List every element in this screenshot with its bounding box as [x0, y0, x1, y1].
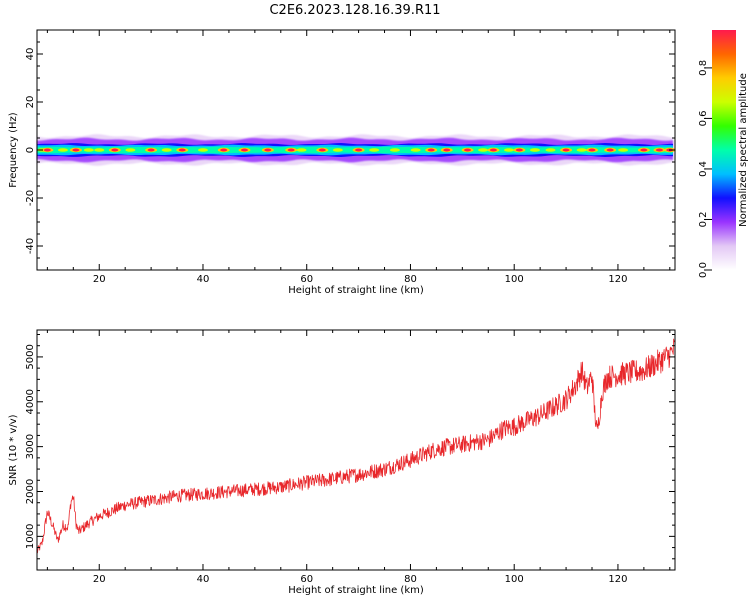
snr-plot-area	[37, 330, 675, 570]
snr-x-tick-label: 60	[300, 574, 313, 585]
snr-frame	[36, 329, 676, 571]
snr-y-axis: 1000 2000 3000 4000 5000	[25, 333, 675, 571]
band-peak	[318, 148, 326, 152]
band-peak	[178, 148, 186, 152]
spectrogram-x-label: Height of straight line (km)	[288, 285, 424, 296]
snr-y-tick-label: 5000	[25, 344, 36, 369]
band-mid-blob	[296, 148, 307, 152]
colorbar-tick-label: 0.6	[698, 110, 709, 126]
band-peak	[562, 148, 570, 152]
spectrogram-x-tick-label: 40	[197, 274, 210, 285]
band-peak	[588, 148, 596, 152]
band-mid-blob	[332, 148, 343, 152]
snr-y-label: SNR (10 * v/v)	[8, 414, 19, 485]
snr-y-tick-label: 3000	[25, 434, 36, 459]
band-mid-blob	[504, 148, 515, 152]
snr-y-tick-label: 1000	[25, 524, 36, 549]
band-peak	[287, 148, 295, 152]
snr-panel: 20 40 60 80 100 120 1000 2000 3000 4000 5000 Heig…	[8, 329, 676, 596]
band-mid-blob	[57, 148, 68, 152]
colorbar-label: Normalized spectral amplitude	[738, 73, 749, 227]
spectrogram-panel: 20 40 60 80 100 120 -40 -20 0 20 40 Height of str…	[8, 29, 676, 296]
snr-x-tick-label: 80	[404, 574, 417, 585]
band-mid-blob	[410, 148, 421, 152]
band-peak	[606, 148, 614, 152]
band-peak	[72, 148, 80, 152]
colorbar-tick-label: 0.8	[698, 60, 709, 76]
spectrogram-x-tick-label: 20	[93, 274, 106, 285]
band-mid-blob	[389, 148, 400, 152]
band-mid-blob	[125, 148, 136, 152]
snr-y-tick-label: 2000	[25, 479, 36, 504]
band-peak	[427, 148, 435, 152]
spectrogram-x-tick-label: 60	[300, 274, 313, 285]
colorbar: 0.0 0.2 0.4 0.6 0.8 Normalized spectral ampl…	[698, 30, 749, 278]
spectrogram-y-tick-label: -20	[25, 190, 36, 206]
band-mid-blob	[369, 148, 380, 152]
band-mid-blob	[545, 148, 556, 152]
spectrogram-x-tick-label: 100	[505, 274, 524, 285]
band-peak	[264, 148, 272, 152]
band-peak	[640, 148, 648, 152]
spectrogram-x-tick-label: 80	[404, 274, 417, 285]
snr-x-tick-label: 120	[608, 574, 627, 585]
band-peak	[355, 148, 363, 152]
colorbar-tick-label: 0.2	[698, 212, 709, 228]
band-mid-blob	[529, 148, 540, 152]
spectrogram-x-tick-label: 120	[608, 274, 627, 285]
spectrogram-y-axis: -40 -20 0 20 40	[25, 29, 675, 271]
colorbar-tick-label: 0.0	[698, 262, 709, 278]
band-mid-blob	[576, 148, 587, 152]
colorbar-axis: 0.0 0.2 0.4 0.6 0.8	[698, 60, 712, 278]
colorbar-tick-label: 0.4	[698, 161, 709, 177]
snr-x-tick-label: 20	[93, 574, 106, 585]
snr-y-tick-label: 4000	[25, 389, 36, 414]
band-mid-blob	[83, 148, 94, 152]
band-peak	[489, 148, 497, 152]
band-peak	[655, 148, 663, 152]
band-mid-blob	[161, 148, 172, 152]
band-peak	[220, 148, 228, 152]
band-mid-blob	[94, 148, 105, 152]
chart-title: C2E6.2023.128.16.39.R11	[269, 3, 440, 18]
snr-x-tick-label: 100	[505, 574, 524, 585]
spectrogram-y-label: Frequency (Hz)	[8, 112, 19, 188]
band-peak	[515, 148, 523, 152]
band-peak	[443, 148, 451, 152]
band-peak	[240, 148, 248, 152]
spectrogram-y-tick-label: 40	[25, 48, 36, 61]
band-mid-blob	[618, 148, 629, 152]
band-peak	[147, 148, 155, 152]
snr-series-line	[36, 338, 676, 554]
spectral-band	[37, 134, 676, 166]
snr-x-label: Height of straight line (km)	[288, 585, 424, 596]
spectrogram-y-tick-label: -40	[25, 238, 36, 254]
spectrogram-y-tick-label: 20	[25, 96, 36, 109]
band-mid-blob	[197, 148, 208, 152]
colorbar-fill	[712, 30, 736, 270]
snr-x-axis: 20 40 60 80 100 120	[46, 330, 671, 585]
band-mid-blob	[478, 148, 489, 152]
band-peak	[43, 148, 51, 152]
band-peak	[464, 148, 472, 152]
snr-x-tick-label: 40	[197, 574, 210, 585]
spectrogram-x-axis: 20 40 60 80 100 120	[46, 30, 671, 285]
band-peak	[111, 148, 119, 152]
spectrogram-y-tick-label: 0	[25, 147, 36, 153]
